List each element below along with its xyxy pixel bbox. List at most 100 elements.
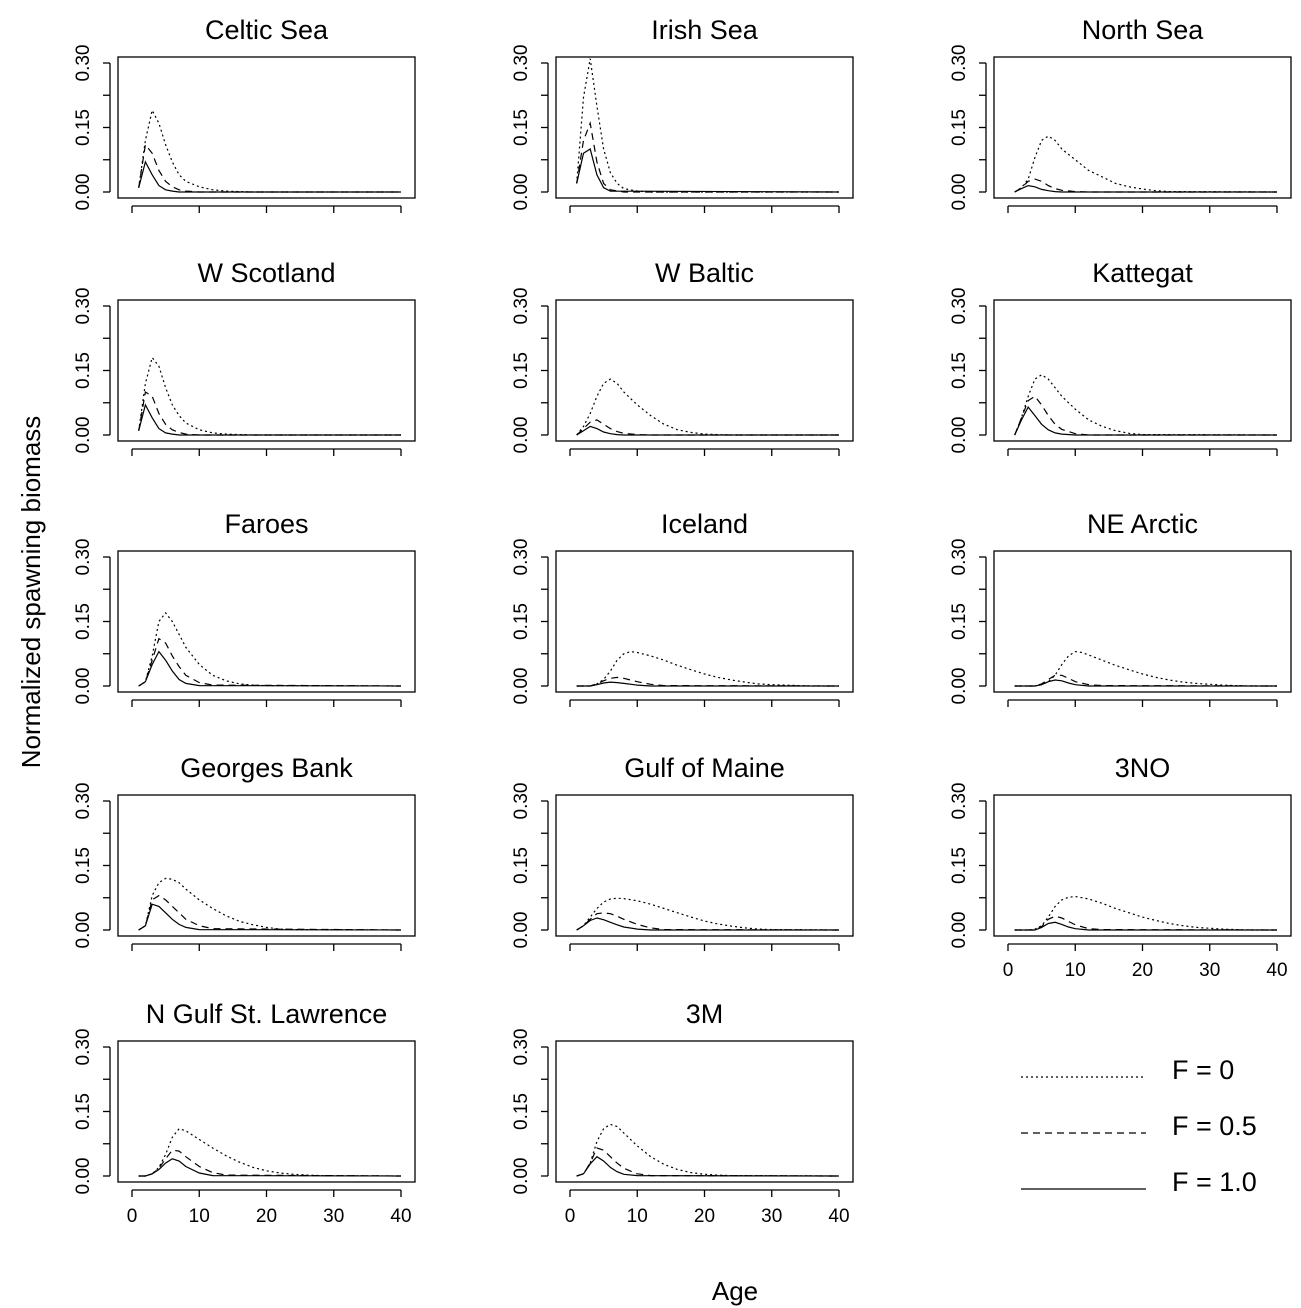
series-f-0-5	[576, 120, 839, 193]
series-f-1-0	[576, 148, 840, 193]
series-f-0	[138, 877, 402, 931]
series-f-0-5	[1014, 915, 1278, 931]
series-f-0	[138, 1128, 402, 1177]
y-tick-label: 0.30	[511, 288, 532, 325]
y-tick-label: 0.15	[73, 1093, 94, 1130]
legend-item-f-1-0: F = 1.0	[1021, 1167, 1257, 1197]
y-tick-label: 0.30	[511, 783, 532, 820]
y-tick-label: 0.00	[949, 417, 970, 454]
y-tick-label: 0.15	[511, 603, 532, 640]
x-tick-label: 0	[565, 1206, 576, 1227]
y-tick-label: 0.15	[73, 603, 94, 640]
panel-north-sea: North Sea 0.00 0.15 0.30	[949, 15, 1292, 213]
panel-title: 3NO	[1115, 753, 1171, 783]
series-f-0-5	[576, 912, 840, 931]
plot-frame	[555, 56, 854, 199]
series-f-1-0	[576, 425, 839, 436]
panel-title: W Baltic	[655, 258, 754, 288]
series-f-1-0	[1014, 679, 1277, 687]
series-f-0-5	[576, 676, 840, 687]
panel-title: N Gulf St. Lawrence	[146, 999, 388, 1029]
y-tick-label: 0.00	[511, 1158, 532, 1195]
y-tick-label: 0.00	[511, 417, 532, 454]
legend-item-f-0-5: F = 0.5	[1021, 1111, 1257, 1141]
y-tick-label: 0.15	[511, 352, 532, 389]
y-tick-label: 0.00	[949, 912, 970, 949]
y-tick-label: 0.15	[73, 352, 94, 389]
x-tick-label: 20	[1132, 960, 1153, 981]
series-f-1-0	[138, 903, 402, 931]
y-tick-label: 0.30	[949, 45, 970, 82]
series-f-0	[576, 1123, 840, 1177]
panel-kattegat: Kattegat 0.00 0.15 0.30	[949, 258, 1292, 456]
y-tick-label: 0.00	[511, 174, 532, 211]
y-tick-label: 0.30	[73, 288, 94, 325]
y-tick-label: 0.30	[511, 539, 532, 576]
y-tick-label: 0.30	[511, 1029, 532, 1066]
panel-title: NE Arctic	[1087, 509, 1198, 539]
y-tick-label: 0.00	[511, 668, 532, 705]
panel-ne-arctic: NE Arctic 0.00 0.15 0.30	[949, 509, 1292, 707]
series-f-0	[1014, 135, 1278, 193]
x-tick-label: 10	[627, 1206, 648, 1227]
x-tick-label: 0	[1003, 960, 1014, 981]
panel-n-gulf-st-lawrence: N Gulf St. Lawrence 0 10 20 30 40 0.00 0.15 0.30	[73, 999, 416, 1227]
y-tick-label: 0.30	[949, 783, 970, 820]
panel-title: Iceland	[661, 509, 748, 539]
series-f-0-5	[576, 1147, 840, 1177]
series-f-0	[138, 611, 402, 687]
y-tick-label: 0.00	[511, 912, 532, 949]
y-tick-label: 0.15	[511, 1093, 532, 1130]
panel-gulf-of-maine: Gulf of Maine 0.00 0.15 0.30	[511, 753, 854, 951]
plot-frame	[117, 1040, 416, 1183]
panel-w-scotland: W Scotland 0.00 0.15 0.30	[73, 258, 416, 456]
y-axis-title: Normalized spawning biomass	[16, 416, 46, 769]
panel-title: Kattegat	[1092, 258, 1193, 288]
series-f-0-5	[138, 391, 401, 436]
panel-3m: 3M 0 10 20 30 40 0.00 0.15 0.30	[511, 999, 854, 1227]
series-f-0-5	[138, 1149, 402, 1177]
plot-frame	[117, 299, 416, 442]
panel-title: Faroes	[224, 509, 308, 539]
y-tick-label: 0.15	[511, 109, 532, 146]
series-f-0	[576, 378, 839, 436]
series-f-0	[576, 897, 840, 931]
plot-frame	[117, 56, 416, 199]
series-f-0-5	[138, 637, 402, 687]
y-tick-label: 0.15	[949, 847, 970, 884]
series-f-1-0	[576, 1155, 840, 1177]
series-f-1-0	[138, 403, 401, 436]
plot-frame	[117, 794, 416, 937]
panel-title: Irish Sea	[651, 15, 759, 45]
x-tick-label: 30	[761, 1206, 782, 1227]
y-tick-label: 0.00	[949, 174, 970, 211]
series-f-1-0	[576, 917, 839, 931]
y-tick-label: 0.00	[73, 912, 94, 949]
series-f-1-0	[138, 650, 402, 687]
y-tick-label: 0.15	[73, 847, 94, 884]
panel-title: 3M	[686, 999, 724, 1029]
panel-iceland: Iceland 0.00 0.15 0.30	[511, 509, 854, 707]
series-f-1-0	[576, 681, 839, 687]
panel-faroes: Faroes 0.00 0.15 0.30	[73, 509, 416, 707]
x-tick-label: 20	[256, 1206, 277, 1227]
legend-label: F = 1.0	[1172, 1167, 1257, 1197]
y-tick-label: 0.15	[949, 109, 970, 146]
panel-irish-sea: Irish Sea 0.00 0.15 0.30	[511, 15, 854, 213]
plot-frame	[993, 56, 1292, 199]
x-tick-label: 10	[1065, 960, 1086, 981]
plot-frame	[117, 550, 416, 693]
series-f-0	[138, 108, 401, 193]
x-tick-label: 10	[189, 1206, 210, 1227]
y-tick-label: 0.00	[949, 668, 970, 705]
plot-frame	[555, 794, 854, 937]
x-tick-label: 40	[390, 1206, 411, 1227]
series-f-0-5	[1014, 178, 1277, 193]
legend: F = 0 F = 0.5 F = 1.0	[1021, 1055, 1257, 1197]
y-tick-label: 0.00	[73, 417, 94, 454]
panel-title: North Sea	[1082, 15, 1205, 45]
x-tick-label: 30	[323, 1206, 344, 1227]
plot-frame	[555, 299, 854, 442]
y-tick-label: 0.30	[949, 539, 970, 576]
